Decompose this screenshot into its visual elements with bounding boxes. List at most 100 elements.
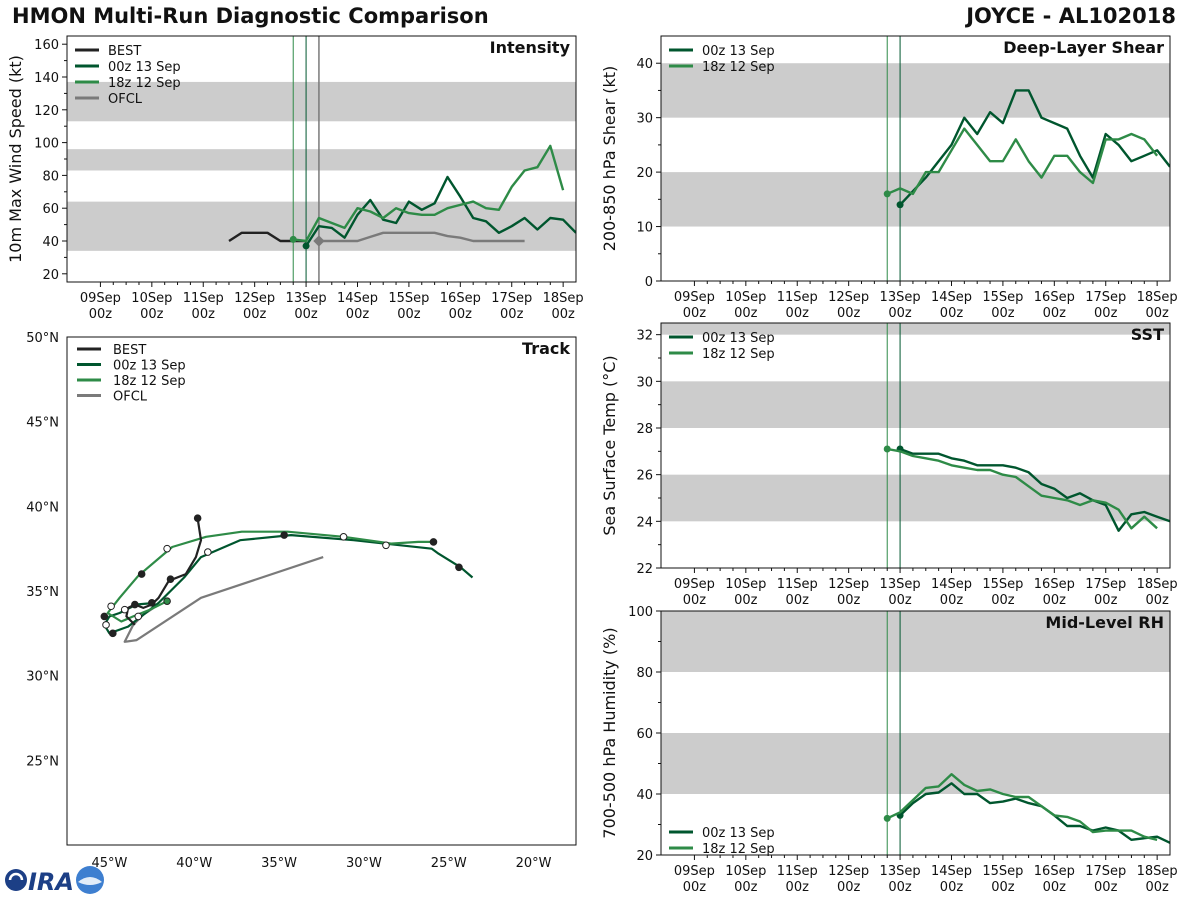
y-tick-label: 160 bbox=[34, 38, 59, 53]
y-tick-label: 30 bbox=[636, 375, 653, 390]
x-tick-label: 16Sep 00z bbox=[1034, 864, 1075, 895]
track-position-marker bbox=[163, 597, 171, 605]
intensity-panel: 20 40 60 80 100 120 140 160 09Sep 00z 10Sep 00z 11Se… bbox=[6, 35, 584, 322]
track-position-marker bbox=[131, 600, 139, 609]
y-tick-label: 60 bbox=[42, 202, 59, 217]
track-position-marker bbox=[163, 544, 171, 553]
track-position-marker bbox=[339, 533, 348, 541]
track-position-marker bbox=[166, 575, 175, 583]
series-line-run00z bbox=[305, 175, 576, 247]
series-start-marker bbox=[883, 445, 891, 453]
lon-tick-label: 25°W bbox=[431, 856, 467, 871]
track-position-marker bbox=[193, 514, 202, 522]
y-tick-label: 140 bbox=[34, 71, 59, 86]
x-tick-label: 16Sep 00z bbox=[1034, 577, 1075, 608]
series-start-marker bbox=[896, 201, 904, 209]
svg-text:IRA: IRA bbox=[28, 868, 74, 896]
x-tick-label: 10Sep 00z bbox=[725, 864, 766, 895]
axes-frame bbox=[660, 35, 1171, 282]
cira-logo-icon: IRA bbox=[5, 866, 104, 896]
shade-band bbox=[661, 611, 1170, 672]
track-frame bbox=[66, 336, 577, 846]
panel-title: Deep-Layer Shear bbox=[1003, 38, 1164, 57]
series-start-marker bbox=[883, 190, 891, 198]
x-tick-label: 09Sep 00z bbox=[80, 291, 121, 322]
legend-label: 18z 12 Sep bbox=[702, 347, 775, 362]
lat-tick-label: 25°N bbox=[26, 754, 59, 769]
y-tick-label: 60 bbox=[636, 727, 653, 742]
series-line-run18z bbox=[293, 144, 565, 243]
y-tick-label: 80 bbox=[636, 666, 653, 681]
x-tick-label: 11Sep 00z bbox=[777, 577, 818, 608]
x-tick-label: 09Sep 00z bbox=[674, 577, 715, 608]
y-tick-label: 100 bbox=[34, 137, 59, 152]
series-line-run18z bbox=[886, 447, 1158, 530]
y-tick-label: 120 bbox=[34, 104, 59, 119]
x-tick-label: 10Sep 00z bbox=[725, 577, 766, 608]
x-tick-label: 10Sep 00z bbox=[725, 290, 766, 321]
track-position-marker bbox=[102, 621, 110, 629]
x-tick-label: 12Sep 00z bbox=[828, 290, 869, 321]
track-line-ofcl bbox=[123, 556, 324, 643]
y-tick-label: 20 bbox=[636, 166, 653, 181]
track-position-marker bbox=[429, 538, 438, 546]
x-tick-label: 15Sep 00z bbox=[982, 577, 1023, 608]
track-position-marker bbox=[100, 612, 109, 621]
legend-label: BEST bbox=[113, 343, 146, 358]
ofcl-start-marker bbox=[313, 235, 325, 247]
panel-title: SST bbox=[1131, 325, 1164, 344]
lat-tick-label: 35°N bbox=[26, 585, 59, 600]
shade-band bbox=[67, 149, 576, 171]
axes-frame bbox=[660, 322, 1171, 569]
track-position-marker bbox=[204, 548, 212, 556]
y-tick-label: 22 bbox=[636, 562, 653, 577]
storm-id-title: JOYCE - AL102018 bbox=[966, 4, 1176, 28]
x-tick-label: 12Sep 00z bbox=[234, 291, 275, 322]
shear-panel: 0 10 20 30 40 09Sep 00z 10Sep 00z 11Sep 00z 12Sep 00… bbox=[600, 35, 1178, 321]
y-tick-label: 40 bbox=[636, 788, 653, 803]
series-line-ofcl bbox=[318, 231, 525, 243]
y-tick-label: 10 bbox=[636, 221, 653, 236]
track-series-group bbox=[100, 514, 474, 643]
shade-band bbox=[661, 474, 1170, 522]
x-tick-label: 16Sep 00z bbox=[440, 291, 481, 322]
lat-tick-label: 30°N bbox=[26, 670, 59, 685]
y-tick-label: 100 bbox=[628, 605, 653, 620]
lat-tick-label: 45°N bbox=[26, 416, 59, 431]
series-line-run00z bbox=[899, 782, 1170, 844]
x-tick-label: 18Sep 00z bbox=[1137, 864, 1178, 895]
x-tick-label: 18Sep 00z bbox=[1137, 290, 1178, 321]
x-tick-label: 18Sep 00z bbox=[1137, 577, 1178, 608]
track-position-marker bbox=[382, 541, 390, 550]
track-position-marker bbox=[455, 563, 463, 572]
series-start-marker bbox=[289, 235, 297, 243]
legend-label: 00z 13 Sep bbox=[702, 44, 775, 59]
track-position-marker bbox=[107, 602, 115, 611]
shade-band bbox=[661, 381, 1170, 428]
series-group bbox=[883, 773, 1170, 844]
lon-tick-label: 45°W bbox=[91, 856, 127, 871]
y-tick-label: 0 bbox=[645, 275, 653, 290]
track-position-marker bbox=[109, 629, 117, 638]
shade-band bbox=[67, 81, 576, 122]
x-tick-label: 11Sep 00z bbox=[183, 291, 224, 322]
x-tick-label: 14Sep 00z bbox=[337, 291, 378, 322]
track-line-run00z bbox=[103, 533, 474, 635]
shade-band bbox=[661, 172, 1170, 227]
y-tick-label: 30 bbox=[636, 112, 653, 127]
shade-band bbox=[661, 63, 1170, 118]
y-tick-label: 40 bbox=[42, 235, 59, 250]
series-line-run18z bbox=[886, 127, 1159, 196]
legend-label: 18z 12 Sep bbox=[702, 60, 775, 75]
y-tick-label: 40 bbox=[636, 57, 653, 72]
y-axis-label: 200-850 hPa Shear (kt) bbox=[600, 66, 619, 252]
lon-tick-label: 35°W bbox=[261, 856, 297, 871]
x-tick-label: 14Sep 00z bbox=[931, 290, 972, 321]
x-tick-label: 14Sep 00z bbox=[931, 577, 972, 608]
x-tick-label: 10Sep 00z bbox=[131, 291, 172, 322]
track-position-marker bbox=[137, 570, 146, 578]
y-axis-label: 10m Max Wind Speed (kt) bbox=[6, 55, 25, 263]
legend-label: OFCL bbox=[108, 92, 143, 107]
y-tick-label: 20 bbox=[42, 268, 59, 283]
